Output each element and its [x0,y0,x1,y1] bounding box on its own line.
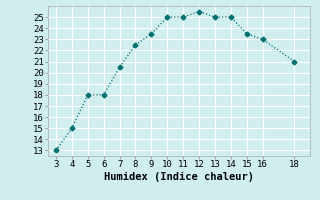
X-axis label: Humidex (Indice chaleur): Humidex (Indice chaleur) [104,172,254,182]
